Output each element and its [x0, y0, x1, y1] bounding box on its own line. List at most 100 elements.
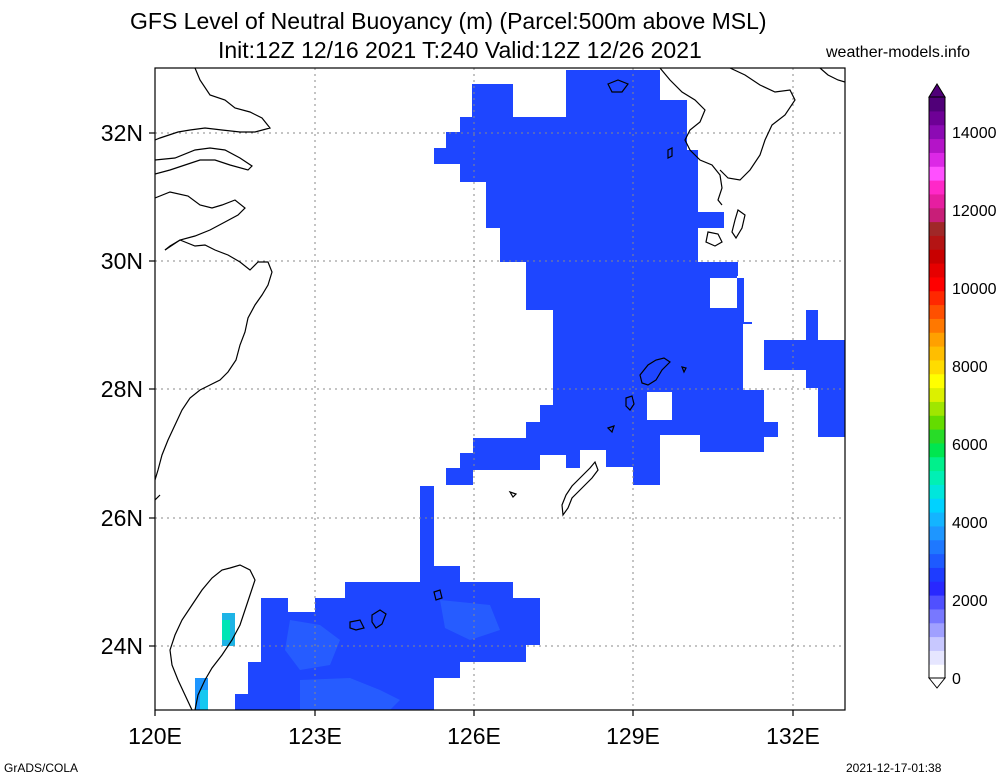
coast-island-d: [681, 366, 687, 374]
field-hole-2: [647, 392, 672, 420]
colorbar-labels: 0 2000 4000 6000 8000 10000 12000 14000: [952, 125, 997, 688]
colorbar-swatch: [929, 249, 945, 264]
colorbar-swatch: [929, 484, 945, 499]
site-credit: weather-models.info: [826, 44, 971, 61]
coastlines: [155, 68, 845, 710]
x-tick-label: 123E: [288, 723, 342, 749]
colorbar-swatch: [929, 304, 945, 319]
coast-island-b: [606, 425, 615, 434]
colorbar-label: 10000: [952, 281, 997, 298]
colorbar-swatch: [929, 512, 945, 527]
coast-kyushu: [659, 68, 796, 206]
colorbar-swatch: [929, 595, 945, 610]
tick-marks: [149, 132, 794, 716]
colorbar-swatch: [929, 166, 945, 181]
coast-miyako: [433, 589, 443, 601]
field-patch-taiwan-2b: [200, 690, 208, 710]
colorbar: 0 2000 4000 6000 8000 10000 12000 14000: [927, 83, 997, 689]
colorbar-label: 8000: [952, 359, 988, 376]
colorbar-swatch: [929, 359, 945, 375]
colorbar-swatch: [929, 290, 945, 306]
y-tick-label: 28N: [101, 376, 143, 402]
colorbar-top-arrow: [928, 83, 946, 98]
coast-island-c: [508, 490, 518, 498]
colorbar-swatch: [929, 346, 945, 361]
colorbar-swatch: [929, 401, 945, 416]
gridlines: [155, 68, 845, 710]
colorbar-swatch: [929, 221, 945, 236]
colorbar-swatch: [929, 263, 945, 278]
colorbar-swatches: [929, 97, 945, 679]
colorbar-swatch: [929, 97, 945, 112]
coast-fujian: [155, 494, 161, 501]
colorbar-swatch: [929, 608, 945, 624]
map-subtitle: Init:12Z 12/16 2021 T:240 Valid:12Z 12/2…: [218, 37, 702, 63]
colorbar-swatch: [929, 110, 945, 126]
colorbar-label: 2000: [952, 593, 988, 610]
colorbar-swatch: [929, 456, 945, 472]
colorbar-swatch: [929, 567, 945, 582]
x-tick-label: 132E: [766, 723, 820, 749]
colorbar-swatch: [929, 539, 945, 555]
colorbar-swatch: [929, 581, 945, 596]
coast-yakushima: [705, 231, 723, 247]
colorbar-swatch: [929, 373, 945, 389]
colorbar-swatch: [929, 276, 945, 292]
buoyancy-field: [195, 70, 845, 710]
colorbar-frame: [928, 96, 946, 679]
colorbar-swatch: [929, 138, 945, 153]
map-title: GFS Level of Neutral Buoyancy (m) (Parce…: [130, 8, 767, 34]
y-axis-labels: 24N 26N 28N 30N 32N: [101, 120, 143, 659]
colorbar-swatch: [929, 235, 945, 250]
colorbar-label: 4000: [952, 515, 988, 532]
field-region-north: [434, 70, 778, 485]
field-region-east: [764, 310, 845, 437]
colorbar-label: 14000: [952, 125, 997, 142]
colorbar-swatch: [929, 622, 945, 638]
colorbar-swatch: [929, 318, 945, 333]
colorbar-swatch: [929, 650, 945, 665]
x-tick-label: 126E: [447, 723, 501, 749]
x-tick-label: 129E: [606, 723, 660, 749]
coast-island-e: [667, 147, 673, 159]
coast-korea: [607, 79, 629, 93]
x-axis-labels: 120E 123E 126E 129E 132E: [128, 723, 820, 749]
field-hole-1: [710, 278, 737, 308]
colorbar-swatch: [929, 470, 945, 485]
colorbar-swatch: [929, 180, 945, 195]
field-region-south: [235, 486, 540, 710]
footer-timestamp: 2021-12-17-01:38: [846, 761, 942, 775]
field-shade-south: [285, 600, 500, 710]
footer-credit: GrADS/COLA: [4, 761, 79, 775]
coast-okinawa: [561, 460, 599, 517]
colorbar-swatch: [929, 553, 945, 568]
colorbar-label: 0: [952, 671, 961, 688]
colorbar-swatch: [929, 332, 945, 347]
colorbar-swatch: [929, 193, 945, 209]
colorbar-swatch: [929, 429, 945, 444]
colorbar-swatch: [929, 387, 945, 402]
colorbar-swatch: [929, 442, 945, 458]
colorbar-label: 12000: [952, 203, 997, 220]
coast-shikoku: [819, 68, 845, 83]
coast-amami: [639, 357, 671, 386]
colorbar-label: 6000: [952, 437, 988, 454]
coast-island-a: [625, 395, 635, 411]
coast-taiwan: [169, 564, 256, 710]
colorbar-swatch: [929, 415, 945, 430]
coast-tanegashima: [731, 209, 746, 240]
y-tick-label: 30N: [101, 248, 143, 274]
colorbar-bottom-arrow: [927, 677, 947, 689]
colorbar-swatch: [929, 664, 945, 679]
coast-yangtze: [155, 147, 253, 175]
field-patch-taiwan-1b: [222, 620, 230, 640]
y-tick-label: 24N: [101, 633, 143, 659]
coast-shanghai: [155, 191, 246, 251]
colorbar-swatch: [929, 152, 945, 167]
y-tick-label: 26N: [101, 505, 143, 531]
x-tick-label: 120E: [128, 723, 182, 749]
coast-ishigaki: [349, 609, 387, 631]
colorbar-swatch: [929, 207, 945, 223]
field-patch-ne: [726, 262, 738, 276]
